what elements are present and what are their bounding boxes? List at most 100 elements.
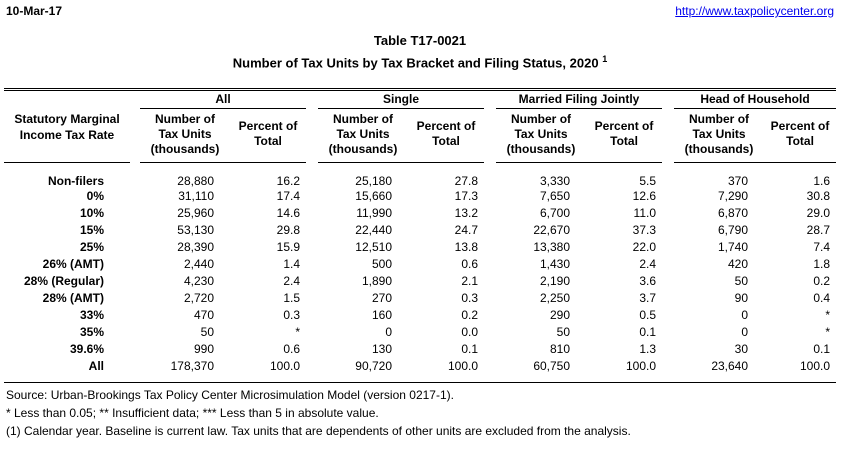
table-row: 35% 50 * 0 0.0 50 0.1 0 * xyxy=(4,324,836,341)
row-label: All xyxy=(88,359,104,374)
number-of-tax-units-cell: 470 xyxy=(193,308,214,323)
percent-of-total-cell: 37.3 xyxy=(632,223,657,238)
table-row: 28% (AMT) 2,720 1.5 270 0.3 2,250 3.7 90 0.4 xyxy=(4,290,836,307)
column-gap xyxy=(484,222,496,239)
percent-of-total-cell: 100.0 xyxy=(269,359,300,374)
number-of-tax-units-cell: 290 xyxy=(549,308,571,323)
percent-of-total-cell: 28.7 xyxy=(806,223,831,238)
percent-of-total-cell: 5.5 xyxy=(639,173,657,188)
row-label: 0% xyxy=(86,189,104,204)
group-header-row: Statutory Marginal Income Tax Rate All S… xyxy=(4,91,837,163)
column-gap xyxy=(306,91,318,162)
percent-of-total-cell: 14.6 xyxy=(276,206,300,221)
percent-of-total-cell: 0.1 xyxy=(461,342,479,357)
group-header-head-of-household: Head of Household xyxy=(674,91,837,109)
number-of-tax-units-cell: 2,250 xyxy=(539,291,571,306)
group-header-married-filing-jointly: Married Filing Jointly xyxy=(496,91,663,109)
table-row: 0% 31,110 17.4 15,660 17.3 7,650 12.6 7,290 30.8 xyxy=(4,188,836,205)
number-of-tax-units-header: Number of Tax Units (thousands) xyxy=(318,108,408,163)
row-label: 28% (AMT) xyxy=(42,291,104,306)
percent-of-total-cell: 100.0 xyxy=(625,359,657,374)
column-gap xyxy=(130,324,140,341)
number-of-tax-units-cell: 1,890 xyxy=(361,274,392,289)
number-of-tax-units-header: Number of Tax Units (thousands) xyxy=(496,108,587,163)
percent-of-total-cell: 2.4 xyxy=(283,274,300,289)
stub-header: Statutory Marginal Income Tax Rate xyxy=(4,91,130,163)
number-of-tax-units-cell: 2,190 xyxy=(539,274,571,289)
table-bottom-rule xyxy=(4,381,836,383)
column-gap xyxy=(130,256,140,273)
column-gap xyxy=(662,341,674,358)
number-of-tax-units-cell: 7,290 xyxy=(717,189,749,204)
number-of-tax-units-cell: 23,640 xyxy=(711,359,749,374)
number-of-tax-units-cell: 1,430 xyxy=(539,257,571,272)
number-of-tax-units-cell: 810 xyxy=(549,342,571,357)
number-of-tax-units-cell: 2,720 xyxy=(183,291,214,306)
table-number-title: Table T17-0021 xyxy=(373,33,467,48)
percent-of-total-cell: * xyxy=(825,325,831,340)
number-of-tax-units-cell: 0 xyxy=(741,325,749,340)
table-row: 26% (AMT) 2,440 1.4 500 0.6 1,430 2.4 420 1.8 xyxy=(4,256,836,273)
percent-of-total-cell: 2.1 xyxy=(461,274,479,289)
percent-of-total-cell: 13.2 xyxy=(454,206,479,221)
number-of-tax-units-cell: 15,660 xyxy=(355,189,392,204)
column-gap xyxy=(484,256,496,273)
percent-of-total-cell: 0.3 xyxy=(461,291,479,306)
number-of-tax-units-cell: 28,390 xyxy=(177,240,214,255)
percent-of-total-header: Percent of Total xyxy=(408,108,485,163)
column-gap xyxy=(306,358,318,375)
number-of-tax-units-header: Number of Tax Units (thousands) xyxy=(140,108,230,163)
percent-of-total-cell: 0.4 xyxy=(813,291,831,306)
percent-of-total-cell: 17.3 xyxy=(454,189,479,204)
percent-of-total-cell: 11.0 xyxy=(633,206,657,221)
number-of-tax-units-cell: 90,720 xyxy=(355,359,392,374)
subtitle-text: Number of Tax Units by Tax Bracket and F… xyxy=(232,55,599,71)
row-label: 25% xyxy=(79,240,104,255)
column-gap xyxy=(662,273,674,290)
percent-of-total-cell: 1.4 xyxy=(283,257,300,272)
row-label: 28% (Regular) xyxy=(23,274,104,289)
number-of-tax-units-cell: 25,180 xyxy=(355,173,392,188)
percent-of-total-cell: 1.6 xyxy=(813,173,831,188)
column-gap xyxy=(306,324,318,341)
percent-of-total-cell: 0.2 xyxy=(813,274,831,289)
column-gap xyxy=(662,188,674,205)
table-body: Non-filers 28,880 16.2 25,180 27.8 3,330 5.5 37… xyxy=(4,162,836,375)
column-gap xyxy=(662,256,674,273)
row-label: 35% xyxy=(79,325,104,340)
number-of-tax-units-cell: 50 xyxy=(734,274,749,289)
percent-of-total-cell: 1.8 xyxy=(813,257,831,272)
percent-of-total-cell: 0.6 xyxy=(283,342,300,357)
percent-of-total-cell: 12.6 xyxy=(632,189,657,204)
percent-of-total-cell: 0.1 xyxy=(813,342,831,357)
group-header-all: All xyxy=(140,91,306,109)
number-of-tax-units-cell: 130 xyxy=(371,342,392,357)
number-of-tax-units-header: Number of Tax Units (thousands) xyxy=(674,108,765,163)
column-gap xyxy=(484,307,496,324)
footnote-superscript: 1 xyxy=(602,54,608,64)
source-note: Source: Urban-Brookings Tax Policy Cente… xyxy=(6,387,454,402)
footnote-1: (1) Calendar year. Baseline is current l… xyxy=(6,423,631,438)
percent-of-total-cell: * xyxy=(295,325,300,340)
percent-of-total-cell: 100.0 xyxy=(799,359,831,374)
number-of-tax-units-cell: 28,880 xyxy=(177,173,214,188)
percent-of-total-header: Percent of Total xyxy=(586,108,663,163)
column-gap xyxy=(662,91,674,162)
percent-of-total-cell: 17.4 xyxy=(276,189,300,204)
table-row: Non-filers 28,880 16.2 25,180 27.8 3,330 5.5 37… xyxy=(4,162,836,188)
date-label: 10-Mar-17 xyxy=(6,4,63,18)
number-of-tax-units-cell: 160 xyxy=(371,308,392,323)
row-label: 15% xyxy=(79,223,104,238)
table-row: 39.6% 990 0.6 130 0.1 810 1.3 30 0.1 xyxy=(4,341,836,358)
column-gap xyxy=(484,239,496,256)
percent-of-total-cell: 16.2 xyxy=(276,173,300,188)
percent-of-total-cell: 0.5 xyxy=(639,308,657,323)
percent-of-total-cell: 13.8 xyxy=(454,240,479,255)
percent-of-total-cell: 0.6 xyxy=(461,257,479,272)
sub-header-row: Number of Tax Units (thousands) Percent … xyxy=(4,108,837,163)
title-block: Table T17-0021 Number of Tax Units by Ta… xyxy=(4,32,836,73)
taxpolicycenter-link[interactable]: http://www.taxpolicycenter.org xyxy=(675,4,834,18)
row-label: Non-filers xyxy=(47,173,104,188)
column-gap xyxy=(130,307,140,324)
